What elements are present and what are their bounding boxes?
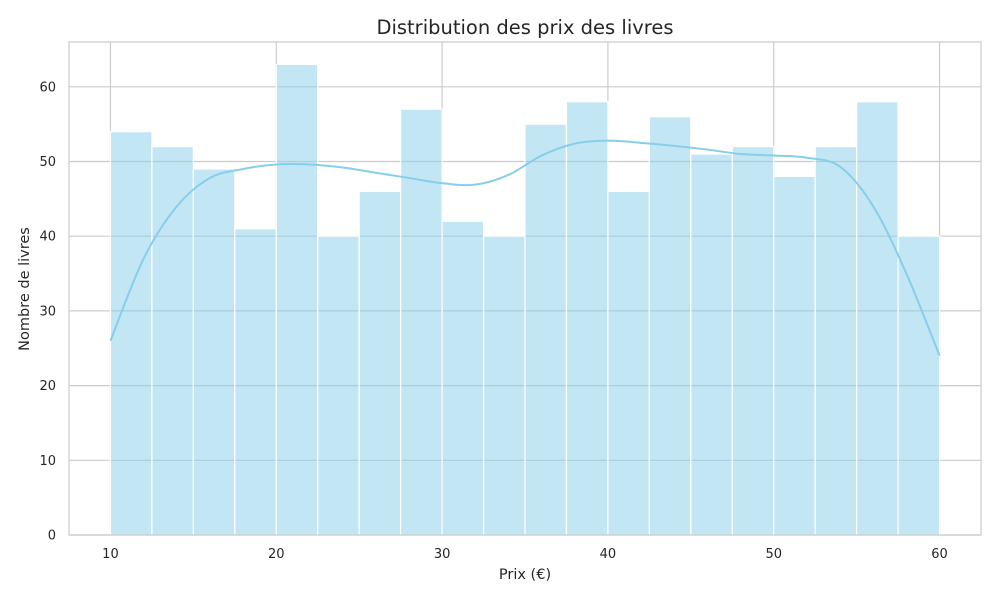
y-tick-label: 60 (39, 80, 56, 95)
histogram-bar (814, 145, 858, 536)
histogram-bar (690, 153, 733, 536)
x-tick-label: 10 (102, 547, 119, 562)
histogram-bar (234, 228, 277, 536)
histogram-bar (648, 116, 692, 536)
x-tick-label: 50 (765, 547, 782, 562)
x-tick-labels: 10 20 30 40 50 60 (102, 547, 948, 562)
chart-title: Distribution des prix des livres (376, 16, 673, 39)
histogram-bar (151, 145, 194, 536)
x-tick-label: 20 (268, 547, 285, 562)
y-tick-label: 40 (39, 230, 56, 245)
y-tick-label: 10 (39, 454, 56, 469)
x-tick-label: 30 (434, 547, 451, 562)
histogram-bar (358, 190, 402, 536)
histogram-bar (607, 190, 650, 536)
histogram-bar (773, 175, 816, 536)
y-tick-label: 50 (39, 155, 56, 170)
histogram-bar (565, 101, 609, 536)
histogram-bar (897, 235, 941, 536)
histogram-bar (400, 108, 443, 536)
plot-frame (68, 41, 982, 536)
y-tick-label: 20 (39, 379, 56, 394)
histogram-bar (192, 168, 236, 536)
kde-curve (109, 139, 941, 357)
y-tick-label: 0 (48, 529, 56, 544)
histogram-bar (317, 235, 360, 536)
y-axis-label: Nombre de livres (17, 227, 33, 351)
x-axis-label: Prix (€) (499, 567, 551, 583)
histogram-bars (109, 63, 941, 536)
histogram-bar (275, 63, 319, 536)
y-tick-labels: 0 10 20 30 40 50 60 (39, 80, 56, 543)
histogram-bar (441, 220, 485, 536)
histogram-bar (109, 131, 153, 536)
histogram-bar (731, 145, 775, 536)
x-tick-label: 40 (600, 547, 617, 562)
x-tick-label: 60 (931, 547, 948, 562)
histogram-bar (856, 101, 899, 536)
y-tick-label: 30 (39, 304, 56, 319)
histogram-bar (524, 123, 568, 536)
histogram-bar (482, 235, 526, 536)
